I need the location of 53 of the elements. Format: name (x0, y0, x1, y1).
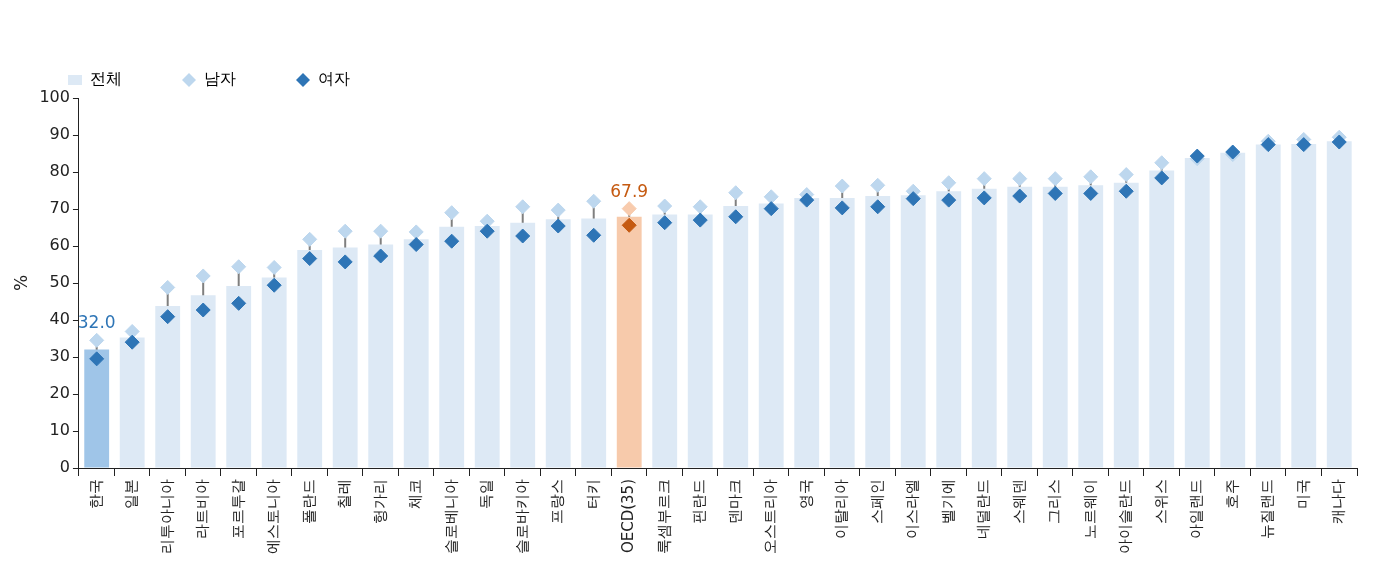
y-tick-label: 80 (49, 161, 70, 181)
x-tick-label: 리투아니아 (157, 479, 176, 554)
y-tick-label: 60 (49, 235, 70, 255)
x-tick-label: 에스토니아 (264, 479, 283, 554)
x-tick-label: 이탈리아 (832, 479, 851, 539)
x-tick-label: 노르웨이 (1080, 479, 1099, 539)
x-tick-label: 벨기에 (938, 479, 957, 524)
x-tick-label: 아이슬란드 (1116, 479, 1135, 554)
x-tick-label: 오스트리아 (761, 479, 780, 554)
data-label: 32.0 (77, 312, 116, 333)
x-tick-label: 영국 (796, 479, 815, 509)
x-tick-label: 한국 (86, 479, 105, 509)
x-tick-label: 아일랜드 (1187, 479, 1206, 539)
y-tick-label: 10 (49, 420, 70, 440)
x-tick-label: 스위스 (1151, 479, 1170, 524)
x-tick-label: 슬로베니아 (441, 479, 460, 554)
x-tick-label: 캐나다 (1329, 479, 1348, 524)
x-tick-label: 체코 (406, 479, 425, 509)
x-tick-label: 독일 (477, 479, 496, 509)
legend-label: 전체 (90, 69, 122, 89)
x-tick-label: 일본 (122, 479, 141, 509)
x-tick-label: 핀란드 (690, 479, 709, 524)
x-tick-label: 포르투갈 (228, 479, 247, 539)
y-axis-title: % (10, 274, 31, 292)
legend-label: 여자 (318, 69, 350, 89)
x-tick-label: 이스라엘 (903, 479, 922, 539)
legend-label: 남자 (204, 69, 236, 89)
x-tick-label: 호주 (1222, 479, 1241, 509)
y-tick-label: 100 (39, 87, 70, 107)
x-tick-label: 네덜란드 (974, 479, 993, 539)
x-tick-label: 스페인 (867, 479, 886, 524)
x-tick-label: OECD(35) (619, 479, 638, 554)
data-label: 67.9 (610, 180, 649, 201)
y-tick-label: 40 (49, 309, 70, 329)
x-tick-label: 칠레 (335, 479, 354, 509)
y-tick-label: 50 (49, 272, 70, 292)
x-tick-label: 헝가리 (370, 479, 389, 524)
x-tick-label: 미국 (1293, 479, 1312, 509)
x-tick-label: 프랑스 (548, 479, 567, 524)
x-tick-label: 슬로바키아 (512, 479, 531, 554)
y-tick-label: 30 (49, 346, 70, 366)
y-tick-label: 90 (49, 124, 70, 144)
y-tick-label: 0 (59, 457, 70, 477)
x-tick-label: 스웨덴 (1009, 479, 1028, 524)
x-tick-label: 덴마크 (725, 479, 744, 524)
x-tick-label: 폴란드 (299, 479, 318, 524)
x-tick-label: 룩셈부르크 (654, 479, 673, 554)
x-tick-label: 터키 (583, 479, 602, 509)
x-tick-label: 라트비아 (193, 479, 212, 539)
y-tick-label: 20 (49, 383, 70, 403)
x-tick-label: 그리스 (1045, 479, 1064, 524)
x-tick-label: 뉴질랜드 (1258, 479, 1277, 539)
y-tick-label: 70 (49, 198, 70, 218)
